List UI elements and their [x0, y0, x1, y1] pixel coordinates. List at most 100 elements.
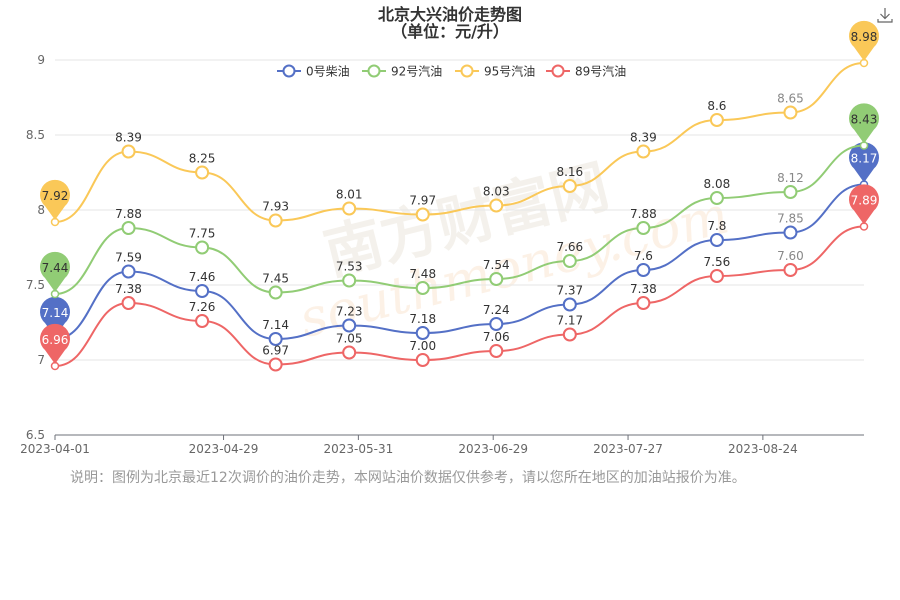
- data-label: 7.53: [336, 260, 363, 274]
- marker-label: 6.96: [42, 333, 69, 347]
- marker-label: 7.89: [851, 194, 878, 208]
- data-label: 8.01: [336, 188, 363, 202]
- legend-marker: [551, 64, 565, 78]
- marker-pin: [849, 184, 880, 225]
- data-point: [636, 263, 651, 277]
- data-label: 7.24: [483, 303, 510, 317]
- data-label: 8.65: [777, 92, 804, 106]
- data-point: [268, 357, 283, 372]
- data-label: 7.00: [409, 339, 436, 353]
- data-label: 7.26: [189, 300, 216, 314]
- data-point: [636, 144, 651, 159]
- data-point: [342, 318, 357, 333]
- marker-label: 7.44: [42, 261, 69, 275]
- data-label: 8.12: [777, 171, 804, 185]
- data-point: [489, 344, 504, 358]
- data-label: 7.75: [189, 227, 216, 241]
- data-point: [709, 233, 724, 247]
- data-point: [415, 353, 430, 367]
- data-point: [783, 185, 798, 199]
- footnote: 说明：图例为北京最近12次调价的油价走势，本网站油价数据仅供参考，请以您所在地区…: [70, 470, 746, 486]
- data-label: 7.14: [262, 318, 289, 332]
- data-point: [195, 284, 210, 298]
- data-point: [489, 198, 504, 213]
- legend-item: 0号柴油: [306, 65, 350, 79]
- data-point: [783, 105, 798, 120]
- data-label: 7.38: [630, 282, 657, 296]
- data-point: [489, 272, 504, 286]
- data-point: [709, 113, 724, 127]
- chart-subtitle: （单位：元/升）: [391, 22, 509, 41]
- data-label: 8.39: [115, 131, 142, 145]
- data-label: 7.59: [115, 251, 142, 265]
- data-label: 8.16: [556, 165, 583, 179]
- data-label: 7.8: [707, 219, 726, 233]
- x-tick-label: 2023-05-31: [324, 442, 394, 456]
- marker-label: 8.43: [851, 113, 878, 127]
- data-label: 7.38: [115, 282, 142, 296]
- data-point: [636, 296, 651, 310]
- data-point: [268, 285, 283, 300]
- data-label: 7.66: [556, 240, 583, 254]
- marker-pin: [40, 179, 70, 220]
- x-tick-label: 2023-04-01: [20, 442, 90, 456]
- data-point: [562, 297, 577, 312]
- data-label: 8.03: [483, 185, 510, 199]
- data-label: 7.85: [777, 212, 804, 226]
- legend-item: 95号汽油: [484, 64, 535, 79]
- data-label: 7.56: [704, 255, 731, 269]
- data-label: 7.60: [777, 249, 804, 263]
- y-tick-label: 9: [37, 53, 45, 67]
- marker-label: 8.17: [851, 152, 878, 166]
- marker-label: 7.14: [42, 306, 69, 320]
- data-point: [195, 240, 210, 255]
- data-label: 8.39: [630, 131, 657, 145]
- x-tick-label: 2023-04-29: [189, 442, 259, 456]
- data-point: [342, 345, 357, 360]
- data-point: [121, 144, 136, 159]
- data-label: 7.37: [556, 284, 583, 298]
- download-icon[interactable]: [876, 6, 894, 24]
- data-label: 8.08: [704, 177, 731, 191]
- data-point: [415, 326, 430, 340]
- data-label: 7.05: [336, 332, 363, 346]
- marker-pin: [40, 296, 70, 337]
- legend-marker: [367, 64, 381, 78]
- data-point: [342, 273, 357, 288]
- marker-pin: [849, 142, 880, 183]
- data-label: 7.17: [556, 314, 583, 328]
- data-label: 7.45: [262, 272, 289, 286]
- y-tick-label: 8.5: [26, 128, 45, 142]
- y-tick-label: 8: [37, 203, 45, 217]
- data-label: 7.46: [189, 270, 216, 284]
- data-point: [121, 264, 136, 279]
- x-tick-label: 2023-06-29: [458, 442, 528, 456]
- data-point: [195, 165, 210, 180]
- data-label: 7.54: [483, 258, 510, 272]
- x-tick-label: 2023-07-27: [593, 442, 663, 456]
- data-point: [709, 269, 724, 283]
- data-point: [415, 281, 430, 295]
- marker-pin: [40, 323, 70, 364]
- data-point: [562, 254, 577, 268]
- chart-title: 北京大兴油价走势图: [377, 5, 522, 24]
- data-point: [415, 207, 430, 222]
- data-label: 7.06: [483, 330, 510, 344]
- series-line-0: [54, 183, 865, 341]
- x-tick-label: 2023-08-24: [728, 442, 798, 456]
- data-label: 7.93: [262, 200, 289, 214]
- data-point: [636, 221, 651, 235]
- data-point: [562, 179, 577, 193]
- marker-pin: [849, 20, 880, 61]
- data-label: 7.97: [409, 194, 436, 208]
- data-label: 6.97: [262, 344, 289, 358]
- legend-item: 89号汽油: [575, 64, 626, 79]
- y-tick-label: 7: [37, 353, 45, 367]
- data-label: 7.6: [634, 249, 653, 263]
- y-tick-label: 6.5: [26, 428, 45, 442]
- legend-item: 92号汽油: [391, 64, 442, 79]
- data-label: 7.23: [336, 305, 363, 319]
- data-label: 8.6: [707, 99, 726, 113]
- data-point: [121, 296, 136, 310]
